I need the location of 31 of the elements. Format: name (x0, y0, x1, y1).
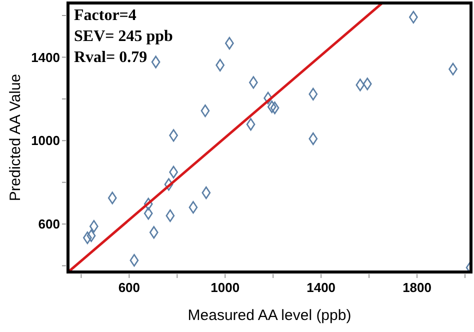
point (356, 78, 365, 92)
y-tick-label: 1400 (31, 50, 60, 65)
point (188, 201, 198, 214)
point (149, 226, 158, 239)
x-tick-label: 1800 (402, 280, 432, 295)
y-tick-label: 600 (38, 216, 60, 232)
point (308, 88, 318, 100)
annotation: Factor=4 (74, 7, 136, 24)
point (144, 207, 153, 220)
point (308, 132, 318, 146)
annotation: SEV= 245 ppb (74, 28, 174, 45)
point (86, 229, 96, 242)
point (108, 192, 117, 204)
point (202, 186, 211, 200)
point (200, 104, 210, 118)
point (164, 178, 174, 191)
x-axis-title: Measured AA level (ppb) (188, 307, 352, 324)
y-tick-label: 1000 (31, 133, 60, 148)
x-tick-label: 600 (118, 280, 140, 295)
x-tick-label: 1400 (306, 280, 336, 295)
point (270, 102, 280, 114)
point (144, 198, 153, 210)
y-axis-title: Predicted AA Value (7, 74, 24, 202)
point (166, 209, 175, 222)
annotation: Rval= 0.79 (74, 49, 148, 66)
point (151, 56, 160, 68)
point (362, 78, 372, 90)
x-tick-label: 1000 (210, 280, 240, 295)
point (246, 118, 256, 131)
point (267, 100, 276, 114)
point (130, 254, 139, 267)
